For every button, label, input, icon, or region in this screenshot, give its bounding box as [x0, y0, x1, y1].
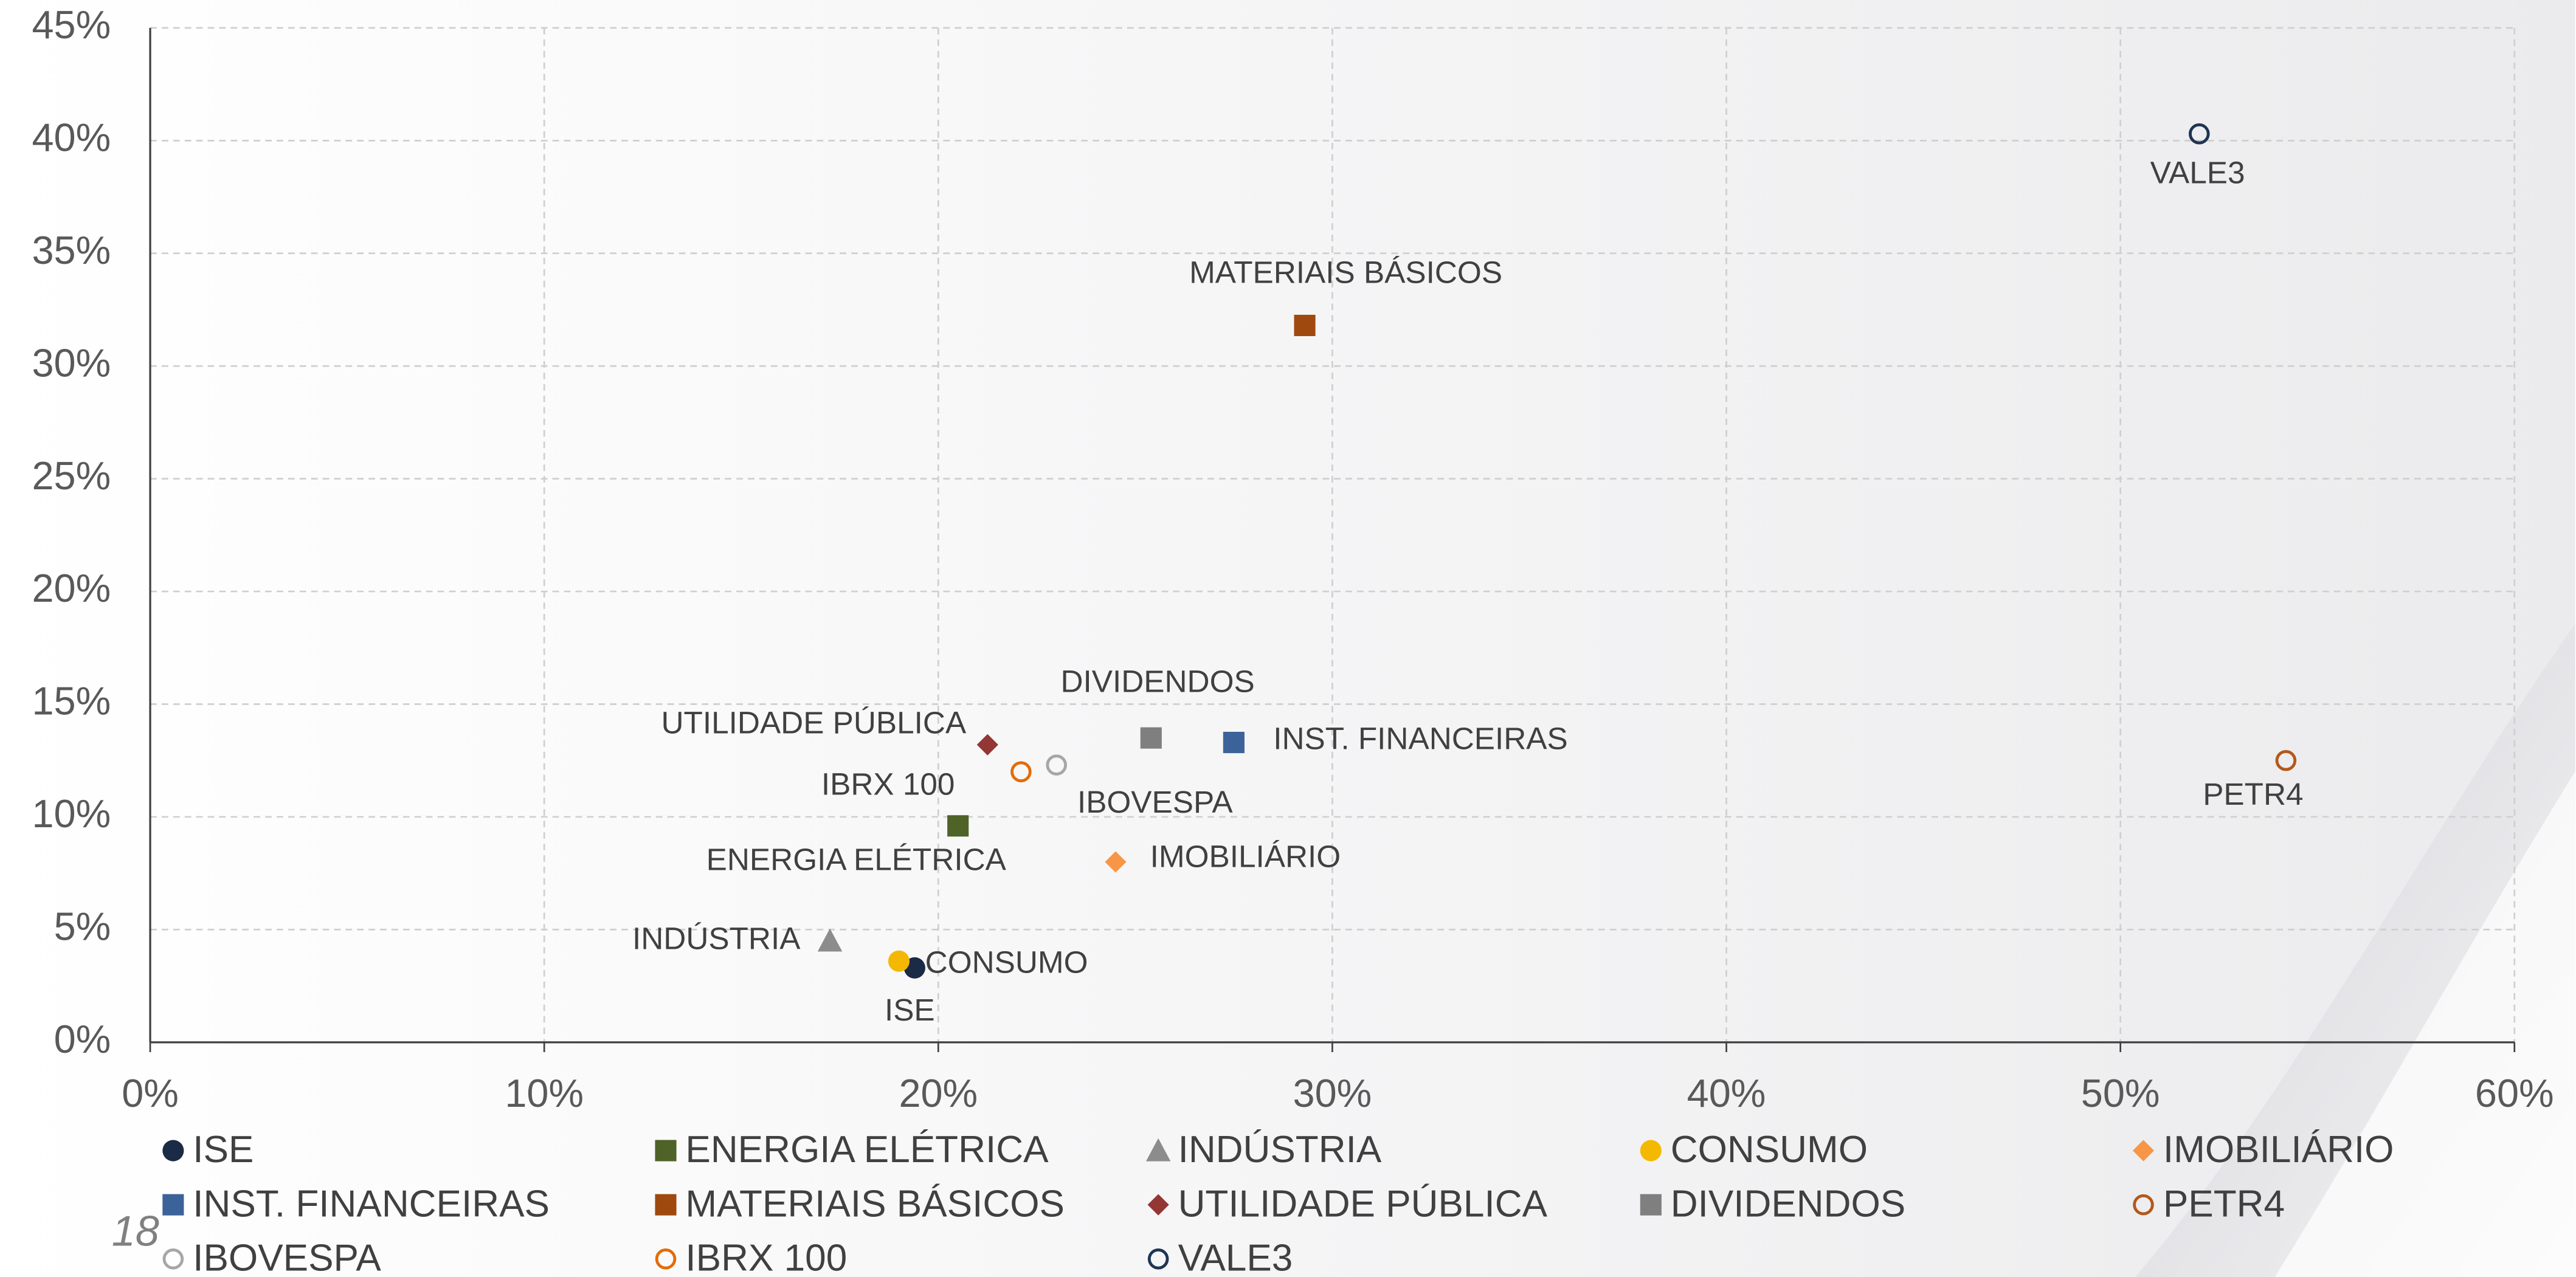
data-point — [2189, 123, 2210, 145]
x-tick-label: 10% — [505, 1071, 584, 1115]
legend-label: IBOVESPA — [193, 1237, 381, 1277]
legend-label: PETR4 — [2163, 1183, 2285, 1225]
point-label: ENERGIA ELÉTRICA — [706, 842, 1007, 877]
data-point — [976, 734, 998, 756]
y-tick-label: 30% — [32, 340, 111, 385]
legend-label: IBRX 100 — [685, 1237, 847, 1277]
background-swoosh — [2274, 771, 2575, 1277]
x-tick-label: 50% — [2081, 1071, 2160, 1115]
x-tick-label: 30% — [1293, 1071, 1372, 1115]
legend-label: UTILIDADE PÚBLICA — [1178, 1183, 1548, 1225]
point-label: INDÚSTRIA — [632, 921, 801, 955]
legend-label: INDÚSTRIA — [1178, 1129, 1382, 1171]
data-point — [1140, 727, 1162, 749]
legend-marker — [162, 1140, 184, 1162]
data-point — [1046, 754, 1068, 776]
data-point — [1294, 314, 1316, 337]
y-tick-label: 5% — [54, 904, 111, 949]
point-label: MATERIAIS BÁSICOS — [1189, 255, 1502, 289]
data-point — [1010, 761, 1032, 783]
point-label: DIVIDENDOS — [1060, 664, 1254, 699]
data-point — [1223, 732, 1245, 754]
data-point — [2275, 749, 2297, 771]
y-tick-label: 35% — [32, 228, 111, 272]
point-label: IBRX 100 — [821, 767, 955, 802]
page-number: 18 — [112, 1206, 159, 1255]
point-label: ISE — [885, 993, 935, 1027]
data-point — [1105, 851, 1127, 873]
data-point — [817, 928, 843, 952]
y-tick-label: 40% — [32, 115, 111, 159]
legend-marker — [2132, 1140, 2155, 1162]
y-tick-label: 25% — [32, 453, 111, 498]
x-tick-label: 40% — [1687, 1071, 1766, 1115]
legend-label: VALE3 — [1178, 1237, 1293, 1277]
point-label: CONSUMO — [925, 945, 1088, 979]
point-label: IMOBILIÁRIO — [1150, 839, 1341, 873]
y-tick-label: 20% — [32, 566, 111, 610]
legend-label: DIVIDENDOS — [1671, 1183, 1906, 1225]
legend-marker — [162, 1248, 184, 1270]
legend-marker — [2133, 1194, 2154, 1216]
x-tick-label: 60% — [2475, 1071, 2554, 1115]
legend-marker — [655, 1194, 677, 1216]
legend-marker — [1145, 1138, 1171, 1162]
x-tick-label: 0% — [122, 1071, 179, 1115]
point-label: UTILIDADE PÚBLICA — [661, 705, 966, 740]
point-label: PETR4 — [2203, 777, 2303, 811]
data-point — [888, 950, 910, 972]
y-tick-label: 15% — [32, 679, 111, 723]
point-label: INST. FINANCEIRAS — [1273, 721, 1568, 756]
legend-label: ISE — [193, 1129, 254, 1171]
x-tick-label: 20% — [899, 1071, 978, 1115]
legend-label: MATERIAIS BÁSICOS — [685, 1183, 1065, 1225]
legend-marker — [1640, 1140, 1662, 1162]
legend-marker — [1147, 1248, 1169, 1270]
point-label: IBOVESPA — [1077, 785, 1233, 819]
y-tick-label: 0% — [54, 1017, 111, 1061]
legend-label: CONSUMO — [1671, 1129, 1868, 1171]
legend-marker — [655, 1248, 677, 1270]
point-label: VALE3 — [2150, 155, 2245, 190]
legend-marker — [655, 1140, 677, 1162]
legend-marker — [1147, 1194, 1169, 1216]
legend-marker — [162, 1194, 184, 1216]
legend-label: ENERGIA ELÉTRICA — [685, 1129, 1049, 1171]
legend-label: IMOBILIÁRIO — [2163, 1129, 2394, 1171]
y-tick-label: 10% — [32, 791, 111, 836]
legend-marker — [1640, 1194, 1662, 1216]
legend-label: INST. FINANCEIRAS — [193, 1183, 550, 1225]
data-point — [947, 815, 969, 837]
y-tick-label: 45% — [32, 2, 111, 47]
